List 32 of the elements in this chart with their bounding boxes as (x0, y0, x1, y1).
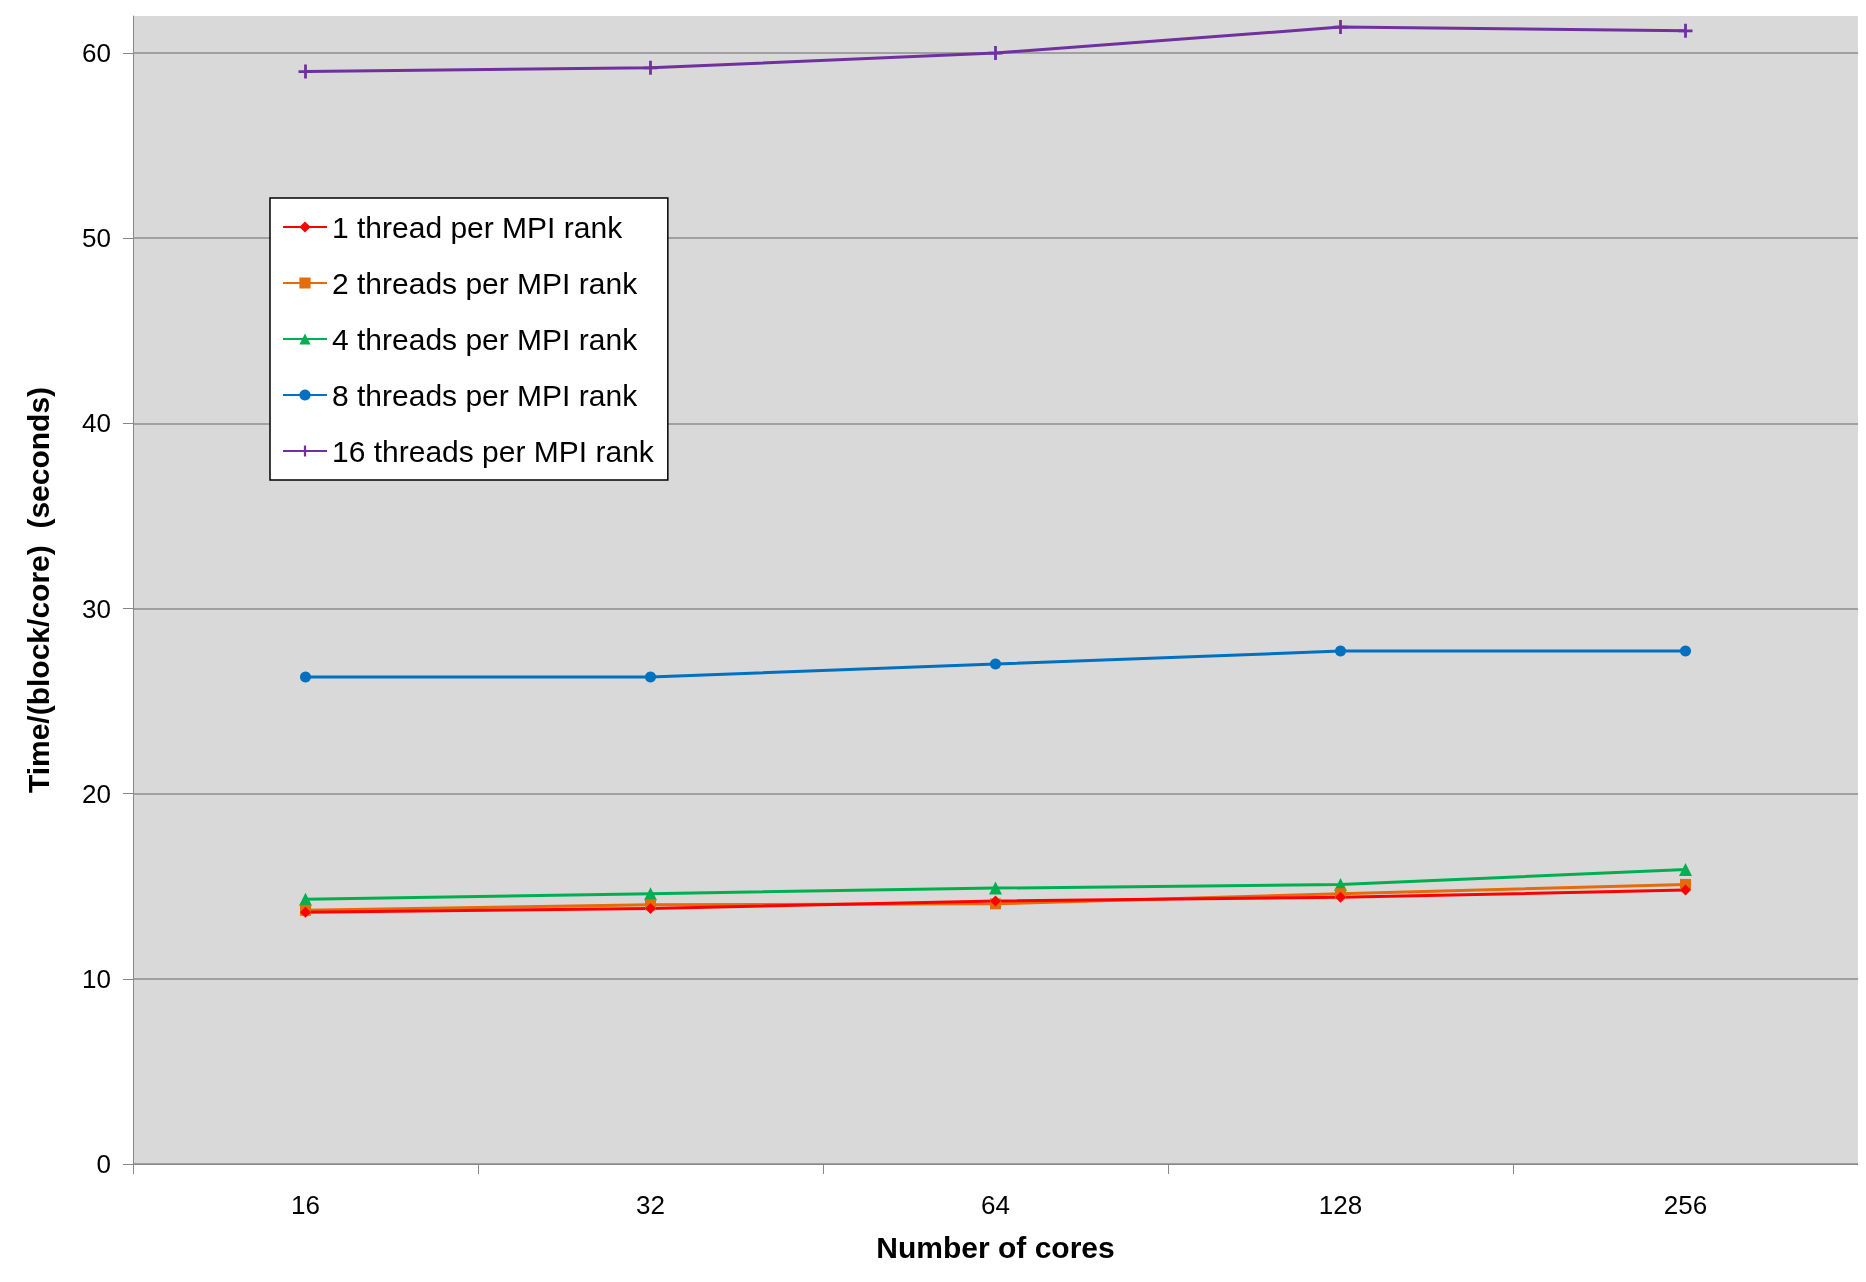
point (300, 671, 311, 683)
y-tick-label: 50 (82, 223, 111, 254)
legend-label: 8 threads per MPI rank (332, 378, 639, 412)
y-tick-label: 20 (82, 778, 111, 809)
x-tick-label: 256 (1663, 1190, 1708, 1220)
y-tick-label: 60 (82, 38, 111, 69)
y-tick-label: 30 (82, 593, 111, 624)
y-axis-title: Time/(block/core) (seconds) (21, 386, 55, 794)
point (643, 60, 658, 75)
point (1333, 20, 1348, 35)
point (1680, 645, 1691, 657)
y-tick-label: 40 (82, 408, 111, 439)
x-tick-label: 128 (1318, 1190, 1363, 1220)
x-axis-title: Number of cores (876, 1230, 1115, 1264)
x-tick-label: 64 (981, 1190, 1010, 1220)
point (1678, 23, 1693, 38)
point (298, 64, 313, 79)
x-tick-label: 32 (636, 1190, 665, 1220)
point (1680, 884, 1691, 896)
legend-label: 4 threads per MPI rank (332, 322, 639, 356)
point (989, 881, 1002, 895)
legend-label: 2 threads per MPI rank (332, 266, 639, 300)
legend-label: 1 thread per MPI rank (332, 210, 624, 244)
point (1335, 645, 1346, 657)
point (1679, 863, 1692, 877)
point (645, 671, 656, 683)
legend-label: 16 threads per MPI rank (332, 434, 655, 468)
y-tick-label: 10 (82, 963, 111, 994)
y-tick-label: 0 (96, 1149, 111, 1179)
point (990, 658, 1001, 670)
point (988, 46, 1003, 61)
x-tick-label: 16 (291, 1190, 320, 1220)
